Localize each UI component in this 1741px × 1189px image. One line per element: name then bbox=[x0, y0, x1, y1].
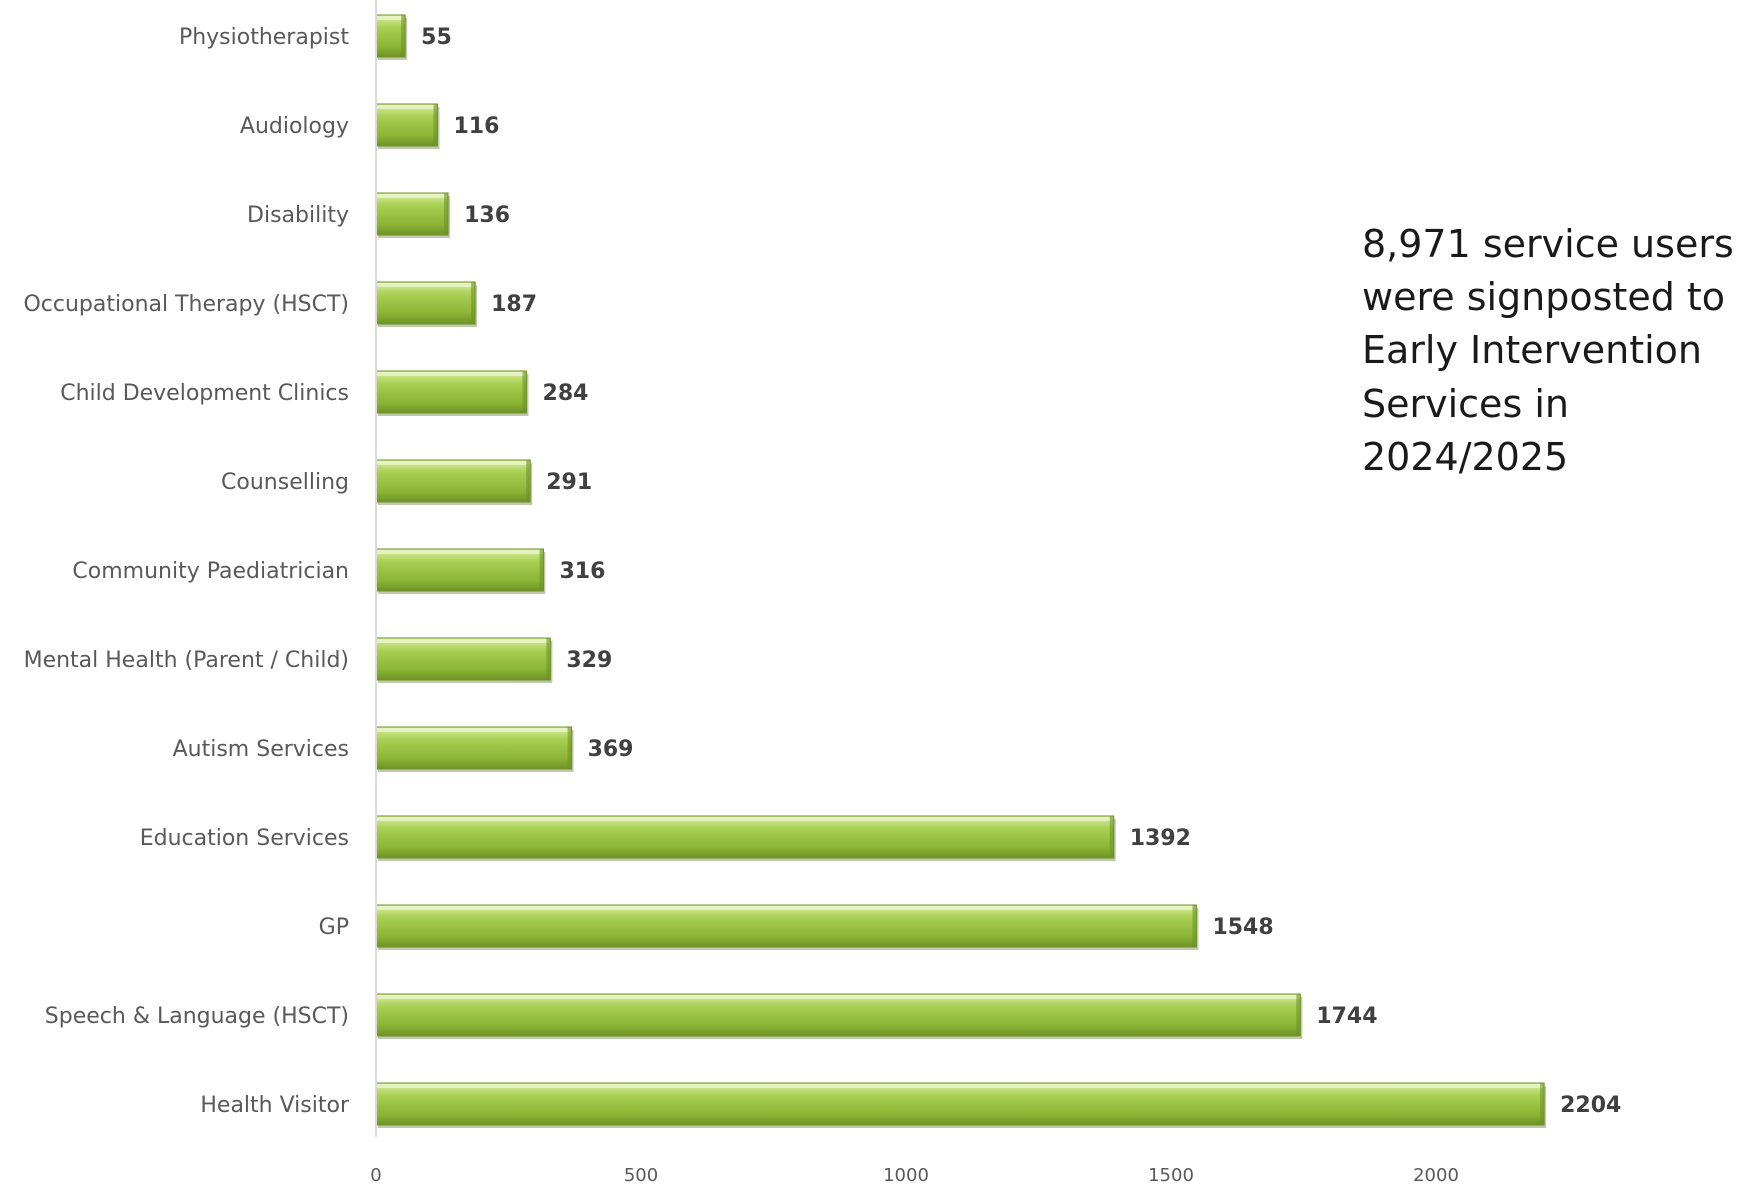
bar-rect bbox=[376, 1083, 1544, 1125]
bar-rect bbox=[376, 905, 1196, 947]
bar-6 bbox=[376, 549, 545, 594]
bar-end bbox=[568, 727, 572, 769]
bar-end bbox=[546, 638, 550, 680]
bar-11 bbox=[376, 994, 1302, 1039]
category-label: Physiotherapist bbox=[179, 25, 349, 50]
value-labels: 55 116 136 187 284 291 316 329 369 1392 1548 1744 22… bbox=[421, 25, 1621, 1118]
bar-rect bbox=[376, 371, 527, 413]
x-tick-label: 2000 bbox=[1413, 1165, 1459, 1186]
category-label: Counselling bbox=[221, 470, 349, 495]
bar-highlight bbox=[377, 283, 474, 287]
bars-group bbox=[376, 15, 1546, 1128]
bar-highlight bbox=[377, 105, 436, 109]
bar-highlight bbox=[377, 372, 526, 376]
value-label: 1392 bbox=[1130, 826, 1191, 851]
category-label: Audiology bbox=[240, 114, 349, 139]
bar-rect bbox=[376, 460, 530, 502]
bar-10 bbox=[376, 905, 1198, 950]
bar-4 bbox=[376, 371, 529, 416]
bar-9 bbox=[376, 816, 1116, 861]
category-label: Education Services bbox=[140, 826, 349, 851]
bar-end bbox=[1110, 816, 1114, 858]
bar-5 bbox=[376, 460, 532, 505]
value-label: 291 bbox=[546, 470, 592, 495]
bar-highlight bbox=[377, 194, 447, 198]
bar-1 bbox=[376, 104, 439, 149]
x-tick-label: 0 bbox=[370, 1165, 381, 1186]
bar-highlight bbox=[377, 16, 404, 20]
bar-end bbox=[1540, 1083, 1544, 1125]
summary-annotation: 8,971 service users were signposted to E… bbox=[1362, 218, 1737, 484]
bar-rect bbox=[376, 816, 1114, 858]
bar-highlight bbox=[377, 728, 571, 732]
value-label: 55 bbox=[421, 25, 452, 50]
bar-end bbox=[526, 460, 530, 502]
category-label: Mental Health (Parent / Child) bbox=[24, 648, 349, 673]
bar-2 bbox=[376, 193, 450, 238]
bar-rect bbox=[376, 638, 550, 680]
bar-highlight bbox=[377, 639, 549, 643]
category-label: Autism Services bbox=[173, 737, 349, 762]
value-label: 329 bbox=[566, 648, 612, 673]
bar-highlight bbox=[377, 906, 1195, 910]
value-label: 187 bbox=[491, 292, 537, 317]
bar-rect bbox=[376, 15, 405, 57]
category-labels: Physiotherapist Audiology Disability Occupa… bbox=[23, 25, 349, 1118]
bar-end bbox=[523, 371, 527, 413]
bar-end bbox=[401, 15, 405, 57]
bar-end bbox=[1192, 905, 1196, 947]
x-tick-label: 500 bbox=[624, 1165, 658, 1186]
bar-end bbox=[444, 193, 448, 235]
bar-highlight bbox=[377, 550, 542, 554]
bar-end bbox=[471, 282, 475, 324]
value-label: 2204 bbox=[1560, 1093, 1621, 1118]
category-label: Child Development Clinics bbox=[60, 381, 349, 406]
bar-8 bbox=[376, 727, 574, 772]
bar-end bbox=[1296, 994, 1300, 1036]
bar-rect bbox=[376, 104, 437, 146]
value-label: 316 bbox=[559, 559, 605, 584]
value-label: 369 bbox=[588, 737, 634, 762]
bar-highlight bbox=[377, 817, 1113, 821]
category-label: Speech & Language (HSCT) bbox=[45, 1004, 349, 1029]
value-label: 116 bbox=[453, 114, 499, 139]
bar-7 bbox=[376, 638, 552, 683]
value-label: 284 bbox=[543, 381, 589, 406]
x-tick-label: 1500 bbox=[1148, 1165, 1194, 1186]
bar-rect bbox=[376, 549, 543, 591]
value-label: 136 bbox=[464, 203, 510, 228]
bar-0 bbox=[376, 15, 407, 60]
bar-3 bbox=[376, 282, 477, 327]
value-label: 1548 bbox=[1212, 915, 1273, 940]
category-label: Disability bbox=[247, 203, 349, 228]
bar-12 bbox=[376, 1083, 1546, 1128]
bar-end bbox=[433, 104, 437, 146]
category-label: GP bbox=[319, 915, 349, 940]
bar-highlight bbox=[377, 995, 1299, 999]
bar-rect bbox=[376, 727, 572, 769]
bar-highlight bbox=[377, 461, 529, 465]
category-label: Health Visitor bbox=[200, 1093, 350, 1118]
x-tick-label: 1000 bbox=[883, 1165, 929, 1186]
bar-end bbox=[539, 549, 543, 591]
bar-rect bbox=[376, 193, 448, 235]
category-label: Occupational Therapy (HSCT) bbox=[23, 292, 349, 317]
bar-rect bbox=[376, 282, 475, 324]
category-label: Community Paediatrician bbox=[72, 559, 349, 584]
bar-rect bbox=[376, 994, 1300, 1036]
value-label: 1744 bbox=[1316, 1004, 1377, 1029]
bar-highlight bbox=[377, 1084, 1543, 1088]
